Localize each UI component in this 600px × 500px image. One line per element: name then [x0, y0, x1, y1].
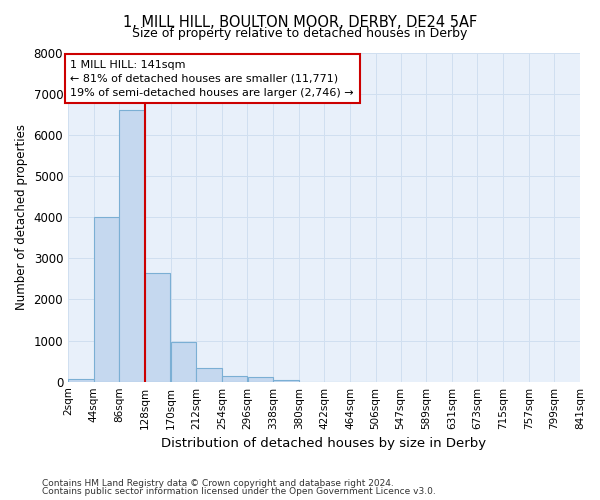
Bar	[171, 342, 196, 382]
Bar	[119, 110, 145, 382]
Text: 1, MILL HILL, BOULTON MOOR, DERBY, DE24 5AF: 1, MILL HILL, BOULTON MOOR, DERBY, DE24 …	[123, 15, 477, 30]
Text: Contains HM Land Registry data © Crown copyright and database right 2024.: Contains HM Land Registry data © Crown c…	[42, 478, 394, 488]
Bar	[222, 376, 247, 382]
Y-axis label: Number of detached properties: Number of detached properties	[15, 124, 28, 310]
X-axis label: Distribution of detached houses by size in Derby: Distribution of detached houses by size …	[161, 437, 487, 450]
Text: 1 MILL HILL: 141sqm
← 81% of detached houses are smaller (11,771)
19% of semi-de: 1 MILL HILL: 141sqm ← 81% of detached ho…	[70, 60, 354, 98]
Bar	[68, 379, 94, 382]
Text: Contains public sector information licensed under the Open Government Licence v3: Contains public sector information licen…	[42, 487, 436, 496]
Bar	[196, 368, 221, 382]
Bar	[273, 380, 299, 382]
Bar	[94, 217, 119, 382]
Bar	[145, 272, 170, 382]
Bar	[248, 377, 273, 382]
Text: Size of property relative to detached houses in Derby: Size of property relative to detached ho…	[133, 28, 467, 40]
